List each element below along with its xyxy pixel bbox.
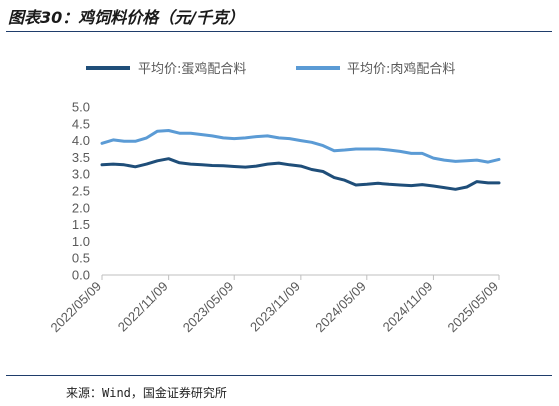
y-tick-label: 1.5 (72, 217, 90, 232)
y-tick-label: 4.0 (72, 133, 90, 148)
y-tick-label: 2.5 (72, 184, 90, 199)
series-lines (100, 129, 501, 191)
y-tick-label: 3.0 (72, 167, 90, 182)
y-tick-label: 0.5 (72, 251, 90, 266)
x-tick-label: 2023/11/09 (247, 279, 303, 335)
chart-title: 图表30：鸡饲料价格（元/千克） (8, 8, 245, 27)
series-line-2 (100, 129, 501, 164)
y-axis: 5.04.5 4.0 3.5 3.0 2.52.0 1.5 1.0 0.5 0.0 (72, 100, 90, 283)
x-tick-label: 2023/05/09 (180, 279, 237, 336)
x-tick-label: 2022/11/09 (115, 279, 171, 335)
x-tick-label: 2025/05/09 (444, 279, 501, 336)
x-axis: 2022/05/09 2022/11/09 2023/05/09 2023/11/09… (47, 274, 501, 336)
source-note: 来源：Wind，国金证券研究所 (66, 386, 227, 400)
y-tick-label: 4.5 (72, 116, 90, 131)
legend: 平均价:蛋鸡配合料 平均价:肉鸡配合料 (86, 61, 455, 77)
footer-rule (6, 375, 552, 376)
y-tick-label: 2.0 (72, 200, 90, 215)
legend-label-series2: 平均价:肉鸡配合料 (347, 61, 455, 77)
x-tick-label: 2022/05/09 (47, 279, 104, 336)
y-tick-label: 3.5 (72, 150, 90, 165)
legend-label-series1: 平均价:蛋鸡配合料 (138, 61, 246, 77)
title-rule (6, 31, 552, 32)
y-tick-label: 1.0 (72, 234, 90, 249)
x-tick-label: 2024/11/09 (380, 279, 436, 335)
y-tick-label: 5.0 (72, 100, 90, 115)
y-tick-label: 0.0 (72, 268, 90, 283)
x-tick-label: 2024/05/09 (312, 279, 369, 336)
series-line-1 (100, 157, 501, 191)
